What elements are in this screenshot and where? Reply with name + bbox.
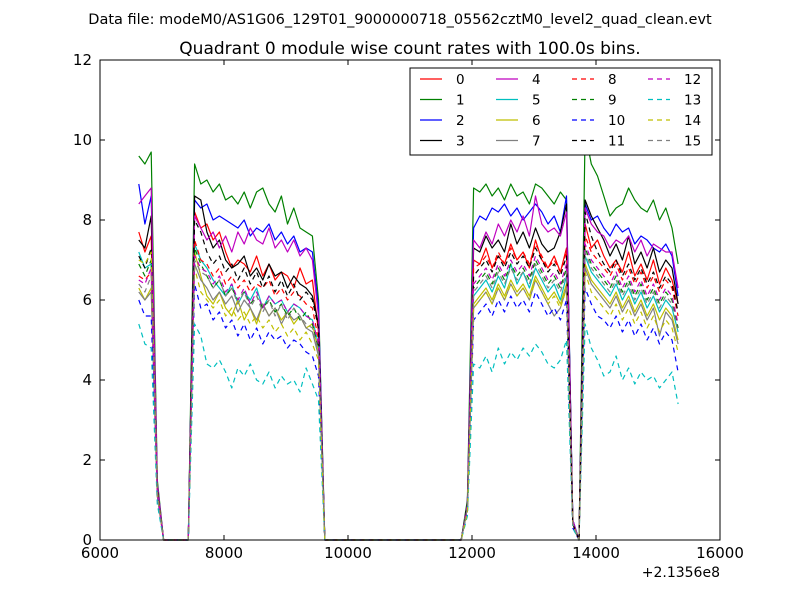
legend-label-13: 13 [684, 93, 701, 109]
x-tick-label: 8000 [205, 544, 243, 562]
y-tick-label: 12 [73, 51, 92, 69]
x-tick-label: 14000 [572, 544, 620, 562]
x-tick-label: 16000 [696, 544, 744, 562]
y-tick-label: 0 [82, 531, 92, 549]
legend-label-0: 0 [456, 72, 465, 88]
legend-label-3: 3 [456, 134, 465, 150]
legend-label-15: 15 [684, 134, 701, 150]
series-line-13 [138, 323, 679, 541]
legend-label-12: 12 [684, 72, 701, 88]
x-tick-label: 6000 [81, 544, 119, 562]
legend-label-1: 1 [456, 93, 465, 109]
legend-label-8: 8 [608, 72, 617, 88]
series-line-10 [138, 283, 679, 541]
y-tick-label: 6 [82, 291, 92, 309]
legend-label-6: 6 [532, 113, 541, 129]
y-tick-label: 10 [73, 131, 92, 149]
y-tick-label: 8 [82, 211, 92, 229]
legend-label-9: 9 [608, 93, 617, 109]
legend-label-4: 4 [532, 72, 541, 88]
x-tick-label: 12000 [448, 544, 496, 562]
legend-label-7: 7 [532, 134, 541, 150]
x-tick-label: 10000 [324, 544, 372, 562]
chart-title: Quadrant 0 module wise count rates with … [179, 39, 640, 59]
legend-label-10: 10 [608, 113, 625, 129]
series-line-12 [138, 243, 679, 541]
x-offset-label: +2.1356e8 [642, 565, 720, 581]
y-tick-label: 4 [82, 371, 92, 389]
legend-label-2: 2 [456, 113, 465, 129]
legend-label-11: 11 [608, 134, 625, 150]
suptitle: Data file: modeM0/AS1G06_129T01_90000007… [88, 12, 712, 28]
y-tick-label: 2 [82, 451, 92, 469]
legend-label-5: 5 [532, 93, 541, 109]
legend-label-14: 14 [684, 113, 701, 129]
series-line-14 [138, 251, 679, 541]
